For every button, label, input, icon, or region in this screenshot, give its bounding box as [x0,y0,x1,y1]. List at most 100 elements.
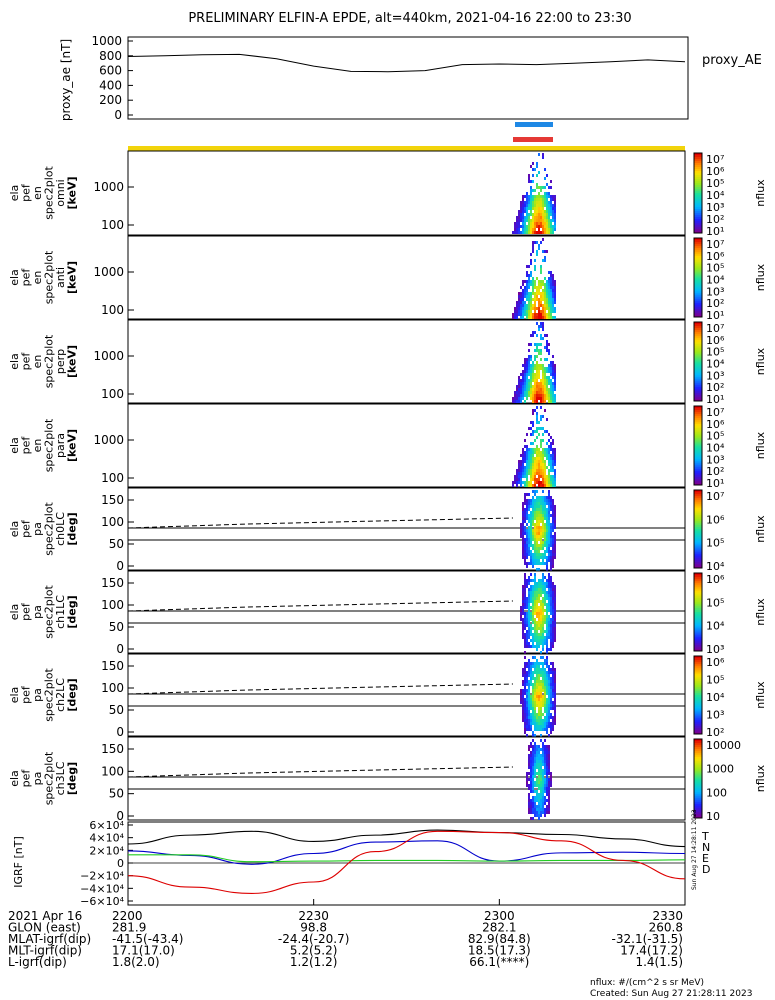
spectrogram-cell [534,701,536,704]
spectrogram-cell [534,207,536,210]
spectrogram-cell [532,201,534,204]
colorbar-segment [694,540,702,544]
spectrogram-cell [524,445,526,448]
spectrogram-cell [532,662,534,665]
spectrogram-cell [534,559,536,562]
spectrogram-cell [554,280,556,283]
spectrogram-cell [538,373,540,376]
spectrogram-cell [538,808,540,811]
spectrogram-panel-2: 1000100elapefenspec2plotanti[keV]10⁷10⁶1… [8,235,767,322]
spectrogram-cell [548,781,550,784]
spectrogram-cell [528,349,530,352]
spectrogram-cell [538,668,540,671]
spectrogram-cell [534,630,536,633]
spectrogram-cell [542,775,544,778]
spectrogram-cell [528,304,530,307]
spectrogram-cell [554,376,556,379]
spectrogram-cell [536,639,538,642]
spectrogram-cell [554,385,556,388]
spectrogram-cell [542,153,544,156]
spectrogram-cell [526,388,528,391]
spectrogram-cell [548,576,550,579]
science-zone-blue-bar [515,122,553,127]
spectrogram-cell [550,538,552,541]
ephemeris-value: 17.1(17.0) [112,944,175,958]
spectrogram-cell [524,532,526,535]
spectrogram-ytick-label: 100 [101,387,124,401]
spectrogram-cell [534,469,536,472]
colorbar-segment [694,353,702,357]
spectrogram-cell [524,713,526,716]
spectrogram-cell [542,680,544,683]
spectrogram-cell [534,210,536,213]
spectrogram-cell [530,769,532,772]
spectrogram-cell [546,748,548,751]
spectrogram-cell [538,636,540,639]
spectrogram-cell [524,656,526,659]
spectrogram-cell [552,298,554,301]
spectrogram-cell [550,210,552,213]
spectrogram-cell [538,478,540,481]
spectrogram-cell [548,547,550,550]
colorbar-segment [694,238,702,241]
spectrogram-cell [542,439,544,442]
spectrogram-cell [518,231,520,234]
spectrogram-cell [540,529,542,532]
spectrogram-cell [552,295,554,298]
colorbar-segment [694,523,702,526]
spectrogram-cell [536,680,538,683]
spectrogram-cell [554,225,556,228]
spectrogram-cell [534,409,536,412]
spectrogram-cell [542,576,544,579]
spectrogram-cell [540,322,542,325]
spectrogram-cell [536,231,538,234]
spectrogram-cell [528,603,530,606]
spectrogram-cell [528,295,530,298]
spectrogram-cell [528,618,530,621]
spectrogram-cell [540,811,542,814]
colorbar-segment [694,395,702,398]
spectrogram-cell [530,529,532,532]
spectrogram-cell [548,671,550,674]
spectrogram-cell [542,645,544,648]
spectrogram-cell [538,298,540,301]
spectrogram-cell [528,698,530,701]
colorbar-segment [694,784,702,787]
spectrogram-cell [524,689,526,692]
colorbar-segment [694,507,702,510]
spectrogram-cell [538,307,540,310]
spectrogram-cell [522,612,524,615]
spectrogram-cell [542,757,544,760]
spectrogram-cell [540,268,542,271]
spectrogram-cell [538,472,540,475]
colorbar-segment [694,461,702,464]
spectrogram-cell [550,448,552,451]
spectrogram-cell [530,457,532,460]
spectrogram-cell [552,692,554,695]
spectrogram-cell [544,719,546,722]
spectrogram-cell [540,630,542,633]
spectrogram-cell [552,585,554,588]
spectrogram-cell [554,457,556,460]
spectrogram-cell [546,225,548,228]
spectrogram-cell [518,385,520,388]
spectrogram-cell [534,331,536,334]
spectrogram-cell [542,633,544,636]
spectrogram-frame [127,235,686,320]
spectrogram-cell [520,469,522,472]
spectrogram-cell [544,544,546,547]
spectrogram-cell [542,796,544,799]
spectrogram-cell [546,704,548,707]
colorbar-segment [694,548,702,551]
spectrogram-cell [526,535,528,538]
spectrogram-cell [542,328,544,331]
spectrogram-cell [522,636,524,639]
spectrogram-cell [552,615,554,618]
spectrogram-cell [520,698,522,701]
colorbar-segment [694,663,702,667]
colorbar-segment [694,649,702,652]
spectrogram-cell [534,662,536,665]
spectrogram-cell [520,397,522,400]
spectrogram-cell [524,201,526,204]
spectrogram-cell [528,198,530,201]
